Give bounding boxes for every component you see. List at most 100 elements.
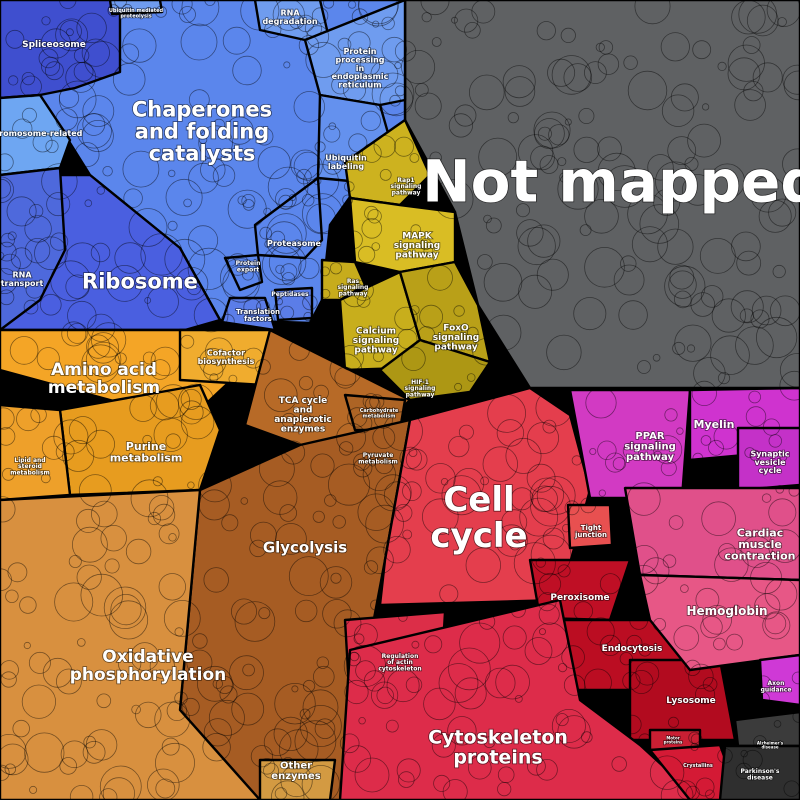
protein-bubble (220, 313, 235, 329)
protein-bubble (363, 560, 379, 575)
label-ppar-signaling-pathway: PPAR signaling pathway (624, 431, 676, 463)
protein-bubble (222, 265, 260, 303)
protein-bubble (24, 237, 51, 264)
protein-bubble (768, 434, 783, 448)
protein-bubble (257, 146, 291, 180)
protein-bubble (212, 118, 226, 132)
protein-bubble (344, 679, 369, 705)
protein-bubble (595, 42, 605, 52)
protein-bubble (385, 719, 399, 733)
protein-bubble (280, 305, 295, 320)
protein-bubble (351, 8, 369, 25)
protein-bubble (788, 485, 800, 497)
protein-bubble (68, 555, 82, 569)
protein-bubble (355, 660, 376, 681)
protein-bubble (303, 163, 340, 200)
protein-bubble (660, 779, 694, 800)
protein-bubble (8, 75, 19, 86)
protein-bubble (119, 43, 140, 64)
label-tight-junction: Tight junction (574, 524, 607, 539)
protein-bubble (147, 768, 180, 800)
protein-bubble (353, 458, 373, 478)
protein-bubble (198, 489, 230, 521)
protein-bubble (501, 509, 528, 536)
protein-bubble (586, 617, 615, 646)
protein-bubble (687, 123, 721, 158)
protein-bubble (692, 40, 712, 60)
protein-bubble (791, 671, 800, 685)
label-foxo-signaling-pathway: FoxO signaling pathway (433, 324, 479, 353)
protein-bubble (394, 61, 402, 70)
protein-bubble (421, 498, 459, 536)
protein-bubble (660, 460, 677, 477)
protein-bubble (376, 686, 394, 705)
protein-bubble (505, 437, 542, 474)
protein-bubble (495, 664, 530, 700)
protein-bubble (59, 20, 82, 43)
protein-bubble (448, 647, 491, 691)
protein-bubble (357, 493, 395, 531)
protein-bubble (740, 749, 748, 758)
protein-bubble (454, 677, 487, 710)
protein-bubble (24, 732, 65, 773)
protein-bubble (122, 3, 133, 15)
protein-bubble (312, 665, 335, 688)
protein-bubble (165, 178, 203, 216)
protein-bubble (423, 687, 456, 721)
protein-bubble (59, 0, 77, 9)
protein-bubble (635, 661, 660, 686)
protein-bubble (30, 406, 47, 424)
label-cytoskeleton-proteins: Cytoskeleton proteins (428, 727, 568, 769)
protein-bubble (526, 463, 556, 493)
protein-bubble (25, 280, 44, 299)
protein-bubble (509, 539, 521, 551)
protein-bubble (684, 156, 699, 171)
protein-bubble (226, 257, 236, 267)
protein-bubble (103, 586, 147, 629)
protein-bubble (264, 20, 282, 39)
protein-bubble (302, 679, 316, 693)
protein-bubble (313, 384, 329, 401)
protein-bubble (690, 292, 716, 317)
protein-bubble (180, 334, 195, 349)
protein-bubble (585, 387, 617, 419)
protein-bubble (513, 542, 556, 585)
protein-bubble (59, 757, 77, 775)
protein-bubble (516, 219, 544, 247)
protein-bubble (0, 407, 15, 430)
protein-bubble (529, 477, 565, 512)
protein-bubble (597, 53, 620, 75)
protein-bubble (598, 489, 606, 497)
protein-bubble (580, 497, 597, 514)
protein-bubble (622, 442, 640, 460)
protein-bubble (487, 393, 527, 433)
protein-bubble (414, 92, 442, 120)
protein-bubble (272, 293, 312, 333)
protein-bubble (700, 285, 724, 308)
protein-bubble (599, 634, 622, 657)
protein-bubble (146, 285, 179, 318)
protein-bubble (673, 290, 692, 309)
protein-bubble (700, 435, 712, 446)
protein-bubble (243, 298, 262, 317)
protein-bubble (67, 300, 97, 331)
protein-bubble (69, 785, 94, 800)
protein-bubble (227, 189, 267, 229)
protein-bubble (298, 35, 319, 56)
protein-bubble (7, 231, 17, 241)
protein-bubble (5, 29, 25, 49)
protein-bubble (230, 598, 257, 625)
label-chaperones-and-folding-catalysts: Chaperones and folding catalysts (132, 97, 272, 165)
protein-bubble (301, 193, 343, 235)
protein-bubble (598, 40, 614, 55)
protein-bubble (349, 651, 360, 662)
protein-bubble (310, 453, 335, 478)
protein-bubble (114, 0, 127, 8)
protein-bubble (589, 447, 597, 455)
protein-bubble (12, 118, 33, 139)
cell-ras-signaling-pathway (320, 258, 367, 302)
protein-bubble (370, 681, 399, 709)
protein-bubble (464, 21, 481, 39)
protein-bubble (709, 163, 745, 199)
protein-bubble (431, 733, 456, 758)
